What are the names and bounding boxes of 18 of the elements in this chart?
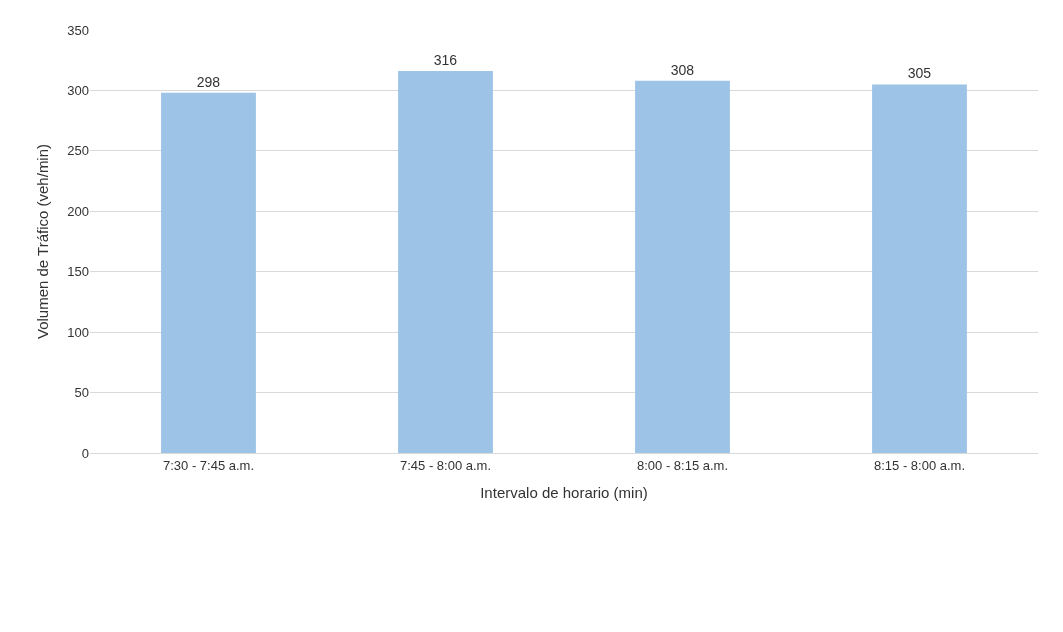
- y-tick-label: 50: [74, 385, 89, 401]
- x-tick-label: 7:30 - 7:45 a.m.: [162, 457, 255, 473]
- x-tick-label: 8:00 - 8:15 a.m.: [636, 457, 729, 473]
- y-tick-label: 0: [81, 445, 89, 461]
- y-tick-label: 100: [67, 324, 89, 340]
- data-label: 308: [670, 61, 695, 78]
- y-tick-label: 200: [67, 203, 89, 219]
- y-tick-label: 350: [67, 22, 89, 38]
- y-tick-label: 150: [67, 264, 89, 280]
- y-axis-title: Volumen de Tráfico (veh/min): [33, 143, 51, 340]
- y-tick-label: 300: [67, 82, 89, 98]
- data-label: 298: [196, 73, 221, 90]
- y-tick-label: 250: [67, 143, 89, 159]
- x-tick-label: 8:15 - 8:00 a.m.: [873, 457, 966, 473]
- data-label: 316: [433, 52, 458, 69]
- x-axis-title: Intervalo de horario (min): [480, 483, 648, 501]
- x-tick-label: 7:45 - 8:00 a.m.: [399, 457, 492, 473]
- data-label: 305: [907, 65, 932, 82]
